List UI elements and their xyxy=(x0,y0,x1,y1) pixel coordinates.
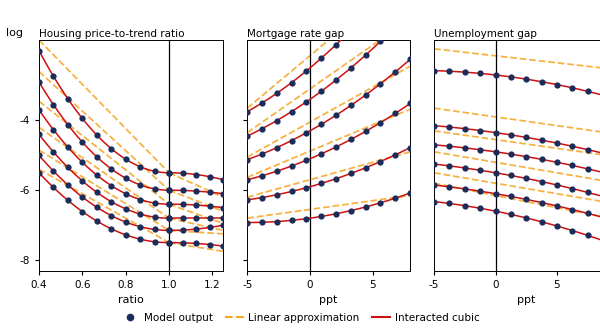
Text: Unemployment gap: Unemployment gap xyxy=(434,29,537,39)
Text: Housing price-to-trend ratio: Housing price-to-trend ratio xyxy=(39,29,185,39)
X-axis label: ppt: ppt xyxy=(517,295,535,305)
Text: Mortgage rate gap: Mortgage rate gap xyxy=(247,29,344,39)
X-axis label: ratio: ratio xyxy=(118,295,144,305)
X-axis label: ppt: ppt xyxy=(319,295,338,305)
Legend: Model output, Linear approximation, Interacted cubic: Model output, Linear approximation, Inte… xyxy=(116,309,484,327)
Text: log: log xyxy=(6,28,23,38)
